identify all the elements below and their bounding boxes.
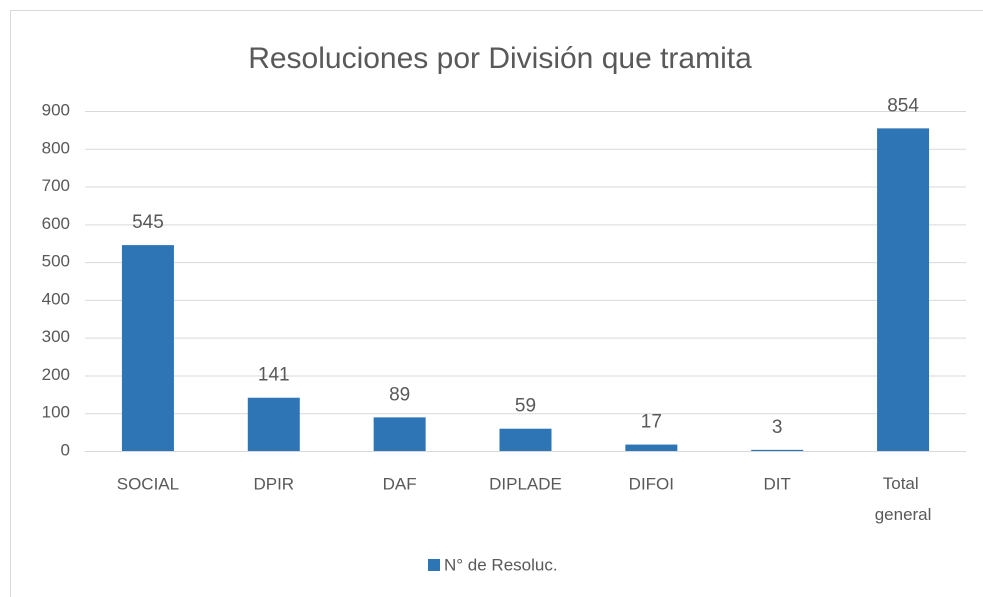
y-tick-label: 0 xyxy=(61,440,70,459)
legend-label: N° de Resoluc. xyxy=(444,555,558,574)
bar xyxy=(373,417,426,451)
data-label: 17 xyxy=(641,412,662,433)
bar xyxy=(121,245,174,451)
data-label: 854 xyxy=(887,95,919,116)
x-tick-label: DIT xyxy=(764,474,791,493)
data-label: 545 xyxy=(132,212,164,233)
data-label: 89 xyxy=(389,384,410,405)
y-tick-label: 600 xyxy=(42,214,70,233)
x-tick-label: DIPLADE xyxy=(489,474,562,493)
bar xyxy=(751,449,804,451)
data-label: 3 xyxy=(772,417,783,438)
x-tick-label: DPIR xyxy=(253,474,294,493)
x-tick-label: DAF xyxy=(383,474,417,493)
data-label: 141 xyxy=(258,365,290,386)
y-tick-label: 100 xyxy=(42,403,70,422)
y-tick-label: 400 xyxy=(42,289,70,308)
y-tick-label: 300 xyxy=(42,327,70,346)
bar xyxy=(877,128,930,451)
y-tick-label: 200 xyxy=(42,365,70,384)
y-tick-label: 700 xyxy=(42,176,70,195)
bar xyxy=(499,428,552,451)
bar xyxy=(625,444,678,451)
y-tick-label: 800 xyxy=(42,138,70,157)
data-label: 59 xyxy=(515,396,536,417)
y-tick-label: 900 xyxy=(42,100,70,119)
x-tick-label: Total general xyxy=(875,474,932,524)
x-tick-label: SOCIAL xyxy=(117,474,179,493)
x-tick-label: DIFOI xyxy=(629,474,674,493)
legend-swatch xyxy=(428,559,440,571)
bar xyxy=(247,397,300,451)
chart-title: Resoluciones por División que tramita xyxy=(248,42,752,75)
y-tick-label: 500 xyxy=(42,252,70,271)
